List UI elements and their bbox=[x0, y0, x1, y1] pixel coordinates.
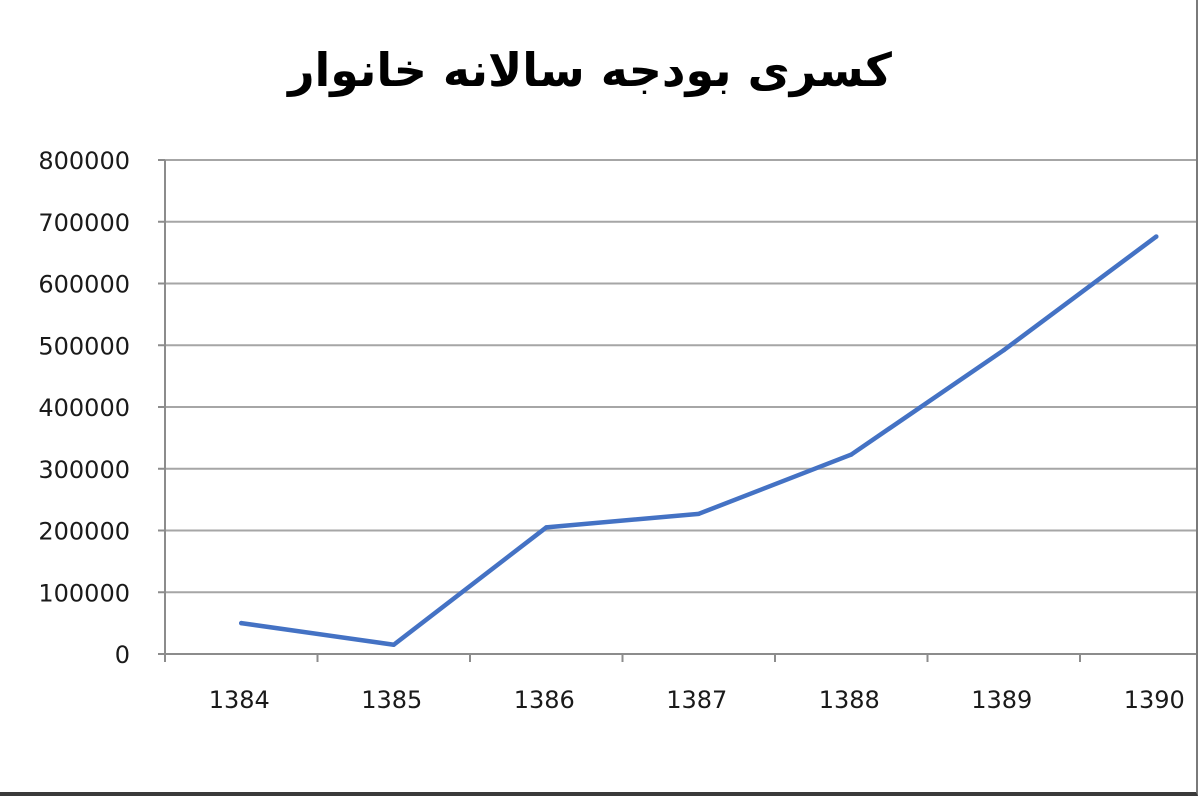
axes bbox=[158, 159, 1196, 662]
x-tick-label: 1388 bbox=[819, 686, 880, 714]
x-tick-label: 1384 bbox=[209, 686, 270, 714]
y-tick-label: 400000 bbox=[38, 394, 130, 422]
x-tick-label: 1387 bbox=[666, 686, 727, 714]
x-tick-label: 1386 bbox=[514, 686, 575, 714]
data-point bbox=[391, 642, 396, 647]
data-point bbox=[239, 620, 244, 626]
data-point bbox=[544, 525, 549, 530]
x-tick-label: 1385 bbox=[361, 686, 422, 714]
y-tick-label: 700000 bbox=[38, 209, 130, 237]
y-tick-label: 800000 bbox=[38, 147, 130, 175]
y-tick-label: 500000 bbox=[38, 332, 130, 360]
x-tick-label: 1390 bbox=[1124, 686, 1185, 714]
gridlines bbox=[165, 159, 1196, 594]
y-tick-label: 600000 bbox=[38, 271, 130, 299]
series-line bbox=[239, 234, 1159, 647]
y-tick-labels: 0 100000 200000 300000 400000 500000 600000 700… bbox=[38, 147, 130, 669]
data-point bbox=[849, 452, 854, 457]
y-tick-label: 200000 bbox=[38, 518, 130, 546]
series-layer bbox=[239, 234, 1159, 647]
y-tick-label: 0 bbox=[115, 641, 130, 669]
chart-title: کسری بودجه سالانه خانوار bbox=[288, 43, 892, 97]
data-point bbox=[1154, 234, 1159, 239]
data-point bbox=[1001, 347, 1006, 353]
x-tick-label: 1389 bbox=[971, 686, 1032, 714]
x-tick-labels: 1384 1385 1386 1387 1388 1389 1390 bbox=[209, 686, 1185, 714]
data-point bbox=[696, 511, 701, 517]
y-tick-label: 100000 bbox=[38, 579, 130, 607]
y-tick-label: 300000 bbox=[38, 456, 130, 484]
